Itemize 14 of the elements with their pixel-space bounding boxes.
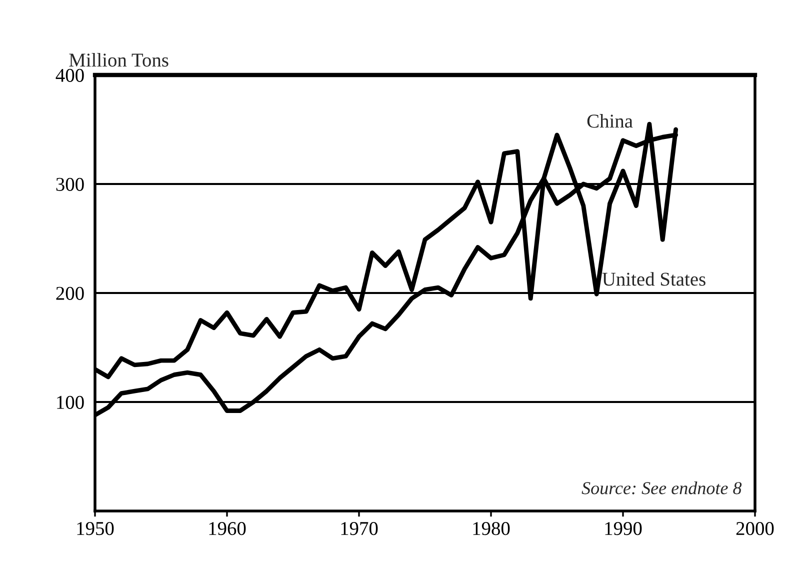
series-label: United States bbox=[602, 272, 706, 286]
x-tick-label: 2000 bbox=[736, 522, 774, 536]
x-tick-label: 1990 bbox=[605, 522, 642, 536]
y-tick-label: 400 bbox=[56, 68, 84, 82]
y-tick-label: 200 bbox=[56, 286, 84, 300]
y-tick-label: 300 bbox=[56, 178, 84, 191]
y-axis-title: Million Tons bbox=[69, 53, 168, 67]
annotation: Source: See endnote 8 bbox=[582, 482, 742, 494]
x-tick-label: 1960 bbox=[209, 522, 246, 536]
x-tick-label: 1980 bbox=[473, 522, 510, 536]
y-tick-label: 100 bbox=[57, 396, 84, 409]
x-tick-label: 1970 bbox=[341, 522, 378, 536]
series-label: China bbox=[587, 114, 633, 128]
x-tick-label: 1950 bbox=[77, 522, 114, 536]
